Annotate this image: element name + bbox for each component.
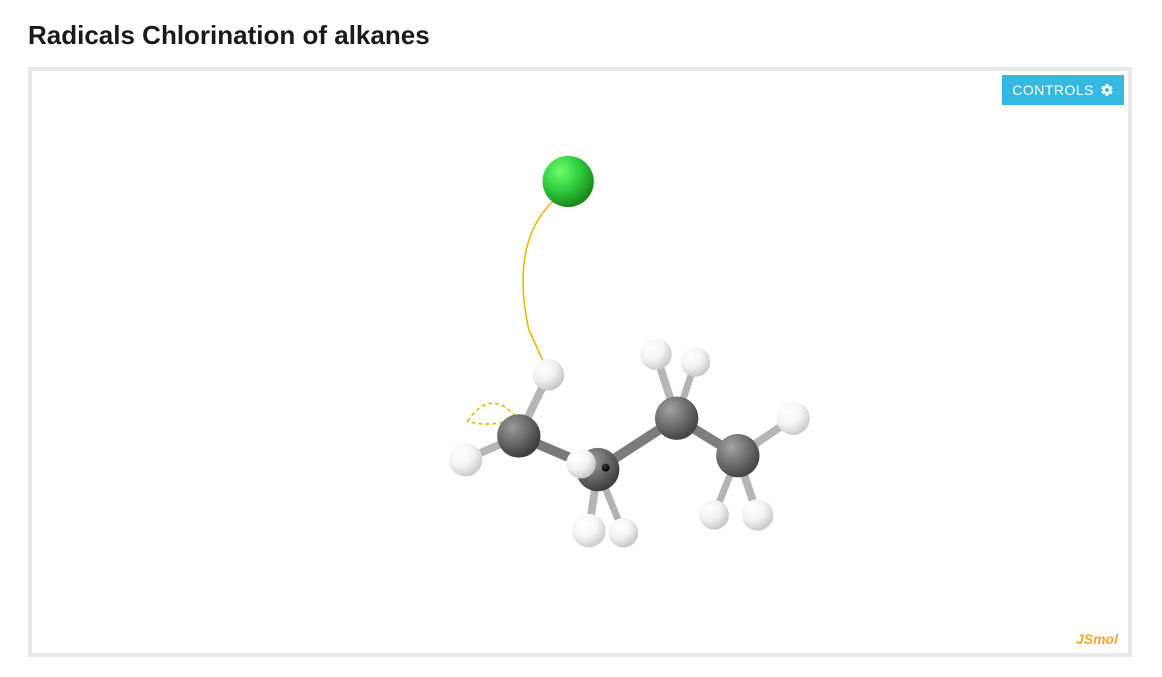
jsmol-watermark: JSmol <box>1076 631 1118 647</box>
atom-C <box>497 414 540 457</box>
molecule-svg <box>32 71 1128 653</box>
atom-H <box>566 449 596 479</box>
mechanism-arrow <box>523 189 568 362</box>
atom-H <box>699 500 729 530</box>
atom-H <box>681 347 711 377</box>
atom-H <box>533 359 565 391</box>
molecule-stage[interactable] <box>32 71 1128 653</box>
atom-H <box>449 443 483 477</box>
controls-button[interactable]: CONTROLS <box>1002 75 1124 105</box>
controls-label: CONTROLS <box>1012 82 1094 98</box>
atom-H <box>640 338 672 370</box>
atom-C <box>716 434 759 477</box>
atom-marker <box>602 464 610 472</box>
molecule-viewer[interactable]: CONTROLS JSmol <box>28 67 1132 657</box>
page-title: Radicals Chlorination of alkanes <box>28 20 1134 51</box>
atom-H <box>776 401 810 435</box>
atom-H <box>742 499 774 531</box>
gear-icon <box>1100 83 1114 97</box>
atom-H <box>609 518 639 548</box>
atom-H <box>572 514 606 548</box>
atom-C <box>655 397 698 440</box>
atom-Cl <box>543 156 594 207</box>
